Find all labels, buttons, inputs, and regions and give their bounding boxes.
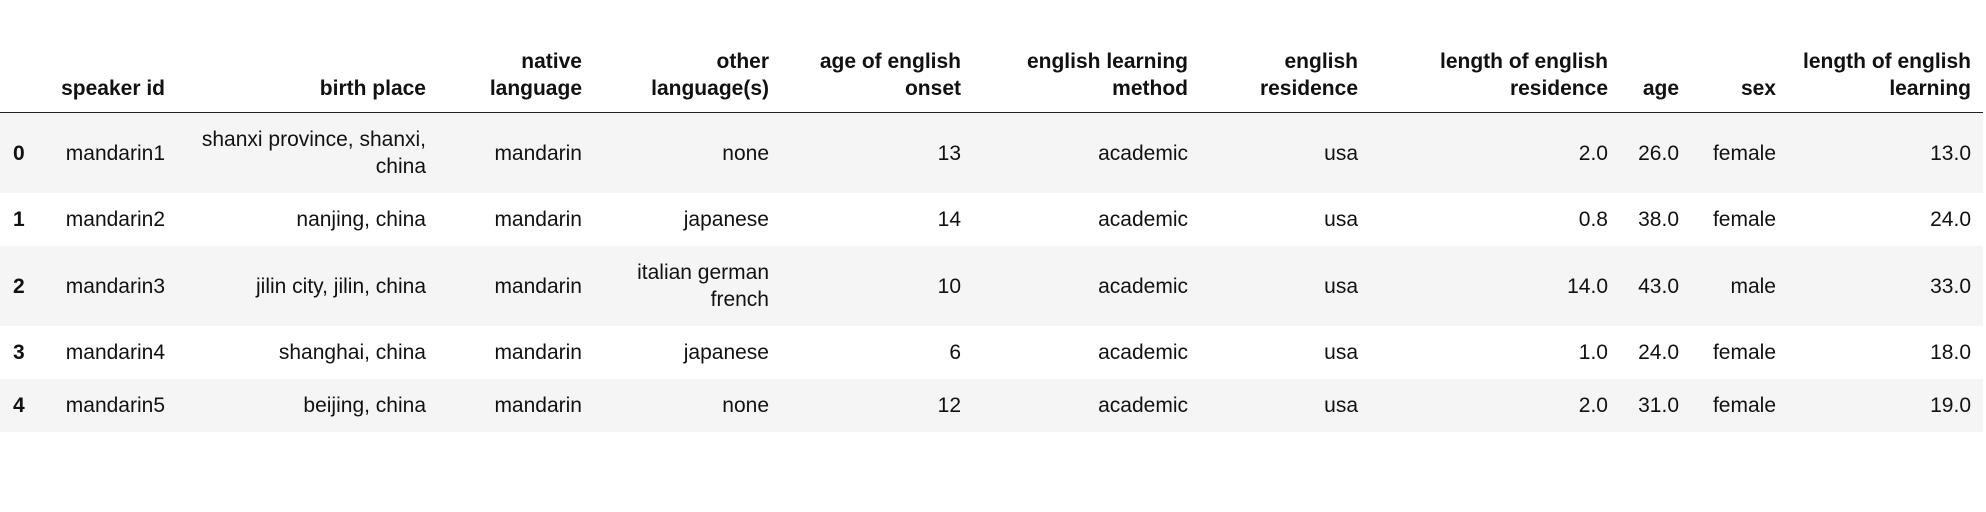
table-cell: female — [1712, 208, 1776, 231]
table-cell: 10 — [937, 274, 961, 298]
table-cell: 2.0 — [1578, 141, 1608, 165]
table-cell: usa — [1324, 394, 1358, 417]
table-cell: japanese — [683, 208, 769, 231]
column-header: age — [1620, 38, 1691, 113]
table-cell: nanjing, china — [296, 208, 426, 231]
table-cell: 38.0 — [1638, 208, 1679, 231]
row-index: 0 — [13, 141, 25, 165]
header-row: speaker id birth place native language othe… — [0, 38, 1983, 113]
table-cell: female — [1712, 394, 1776, 417]
table-body: 0 mandarin1 shanxi province, shanxi, china… — [0, 112, 1983, 432]
table-cell: 14.0 — [1567, 274, 1608, 298]
table-cell: 6 — [949, 341, 961, 364]
column-header: birth place — [177, 38, 438, 113]
table-cell: 13 — [937, 141, 961, 165]
table-cell: jilin city, jilin, china — [256, 274, 426, 298]
page: speaker id birth place native language othe… — [0, 38, 1986, 512]
table-cell: mandarin4 — [65, 341, 165, 364]
column-header: english residence — [1200, 38, 1370, 113]
table-cell: academic — [1098, 394, 1188, 417]
column-header: english learning method — [973, 38, 1200, 113]
table-row: 2 mandarin3 jilin city, jilin, china mandar… — [0, 246, 1983, 326]
table-cell: female — [1712, 341, 1776, 364]
table-cell: mandarin1 — [65, 141, 165, 165]
table-cell: mandarin — [494, 141, 582, 165]
table-row: 0 mandarin1 shanxi province, shanxi, china… — [0, 112, 1983, 193]
table-cell: male — [1730, 274, 1776, 298]
table-cell: usa — [1324, 341, 1358, 364]
table-cell: female — [1712, 141, 1776, 165]
table-cell: mandarin — [494, 341, 582, 364]
table-cell: usa — [1324, 208, 1358, 231]
table-cell: 13.0 — [1930, 141, 1971, 165]
column-header: length of english residence — [1370, 38, 1620, 113]
table-cell: japanese — [683, 341, 769, 364]
table-cell: academic — [1098, 208, 1188, 231]
column-header: sex — [1691, 38, 1788, 113]
table-cell: 31.0 — [1638, 394, 1679, 417]
row-index: 1 — [13, 208, 25, 231]
table-cell: 24.0 — [1638, 341, 1679, 364]
column-header: age of english onset — [781, 38, 973, 113]
table-cell: mandarin3 — [65, 274, 165, 298]
table-cell: usa — [1324, 274, 1358, 298]
table-cell: 24.0 — [1930, 208, 1971, 231]
column-header: speaker id — [40, 38, 177, 113]
table-cell: shanghai, china — [278, 341, 426, 364]
table-cell: 2.0 — [1578, 394, 1608, 417]
table-header: speaker id birth place native language othe… — [0, 38, 1983, 113]
table-cell: mandarin — [494, 394, 582, 417]
row-index: 4 — [13, 394, 25, 417]
table-row: 3 mandarin4 shanghai, china mandarin japanes… — [0, 326, 1983, 379]
table-cell: italian german french — [637, 261, 769, 311]
row-index: 2 — [13, 274, 25, 298]
table-cell: academic — [1098, 274, 1188, 298]
table-cell: 43.0 — [1638, 274, 1679, 298]
table-cell: 26.0 — [1638, 141, 1679, 165]
table-cell: 18.0 — [1930, 341, 1971, 364]
table-cell: 33.0 — [1930, 274, 1971, 298]
table-cell: mandarin5 — [65, 394, 165, 417]
table-row: 1 mandarin2 nanjing, china mandarin japanese… — [0, 193, 1983, 246]
table-cell: none — [722, 394, 769, 417]
table-cell: 12 — [937, 394, 961, 417]
data-table: speaker id birth place native language othe… — [0, 38, 1983, 432]
table-row: 4 mandarin5 beijing, china mandarin none 12 ac… — [0, 379, 1983, 432]
table-cell: academic — [1098, 341, 1188, 364]
table-cell: usa — [1324, 141, 1358, 165]
column-header: other language(s) — [594, 38, 781, 113]
table-cell: 0.8 — [1578, 208, 1608, 231]
column-header: native language — [438, 38, 594, 113]
table-cell: 14 — [937, 208, 961, 231]
table-cell: shanxi province, shanxi, china — [201, 128, 426, 178]
row-index: 3 — [13, 341, 25, 364]
table-cell: 19.0 — [1930, 394, 1971, 417]
table-cell: mandarin2 — [65, 208, 165, 231]
table-cell: none — [722, 141, 769, 165]
table-cell: mandarin — [494, 274, 582, 298]
index-header — [0, 38, 40, 113]
table-cell: mandarin — [494, 208, 582, 231]
table-cell: beijing, china — [303, 394, 426, 417]
column-header: length of english learning — [1788, 38, 1983, 113]
table-cell: academic — [1098, 141, 1188, 165]
table-cell: 1.0 — [1578, 341, 1608, 364]
